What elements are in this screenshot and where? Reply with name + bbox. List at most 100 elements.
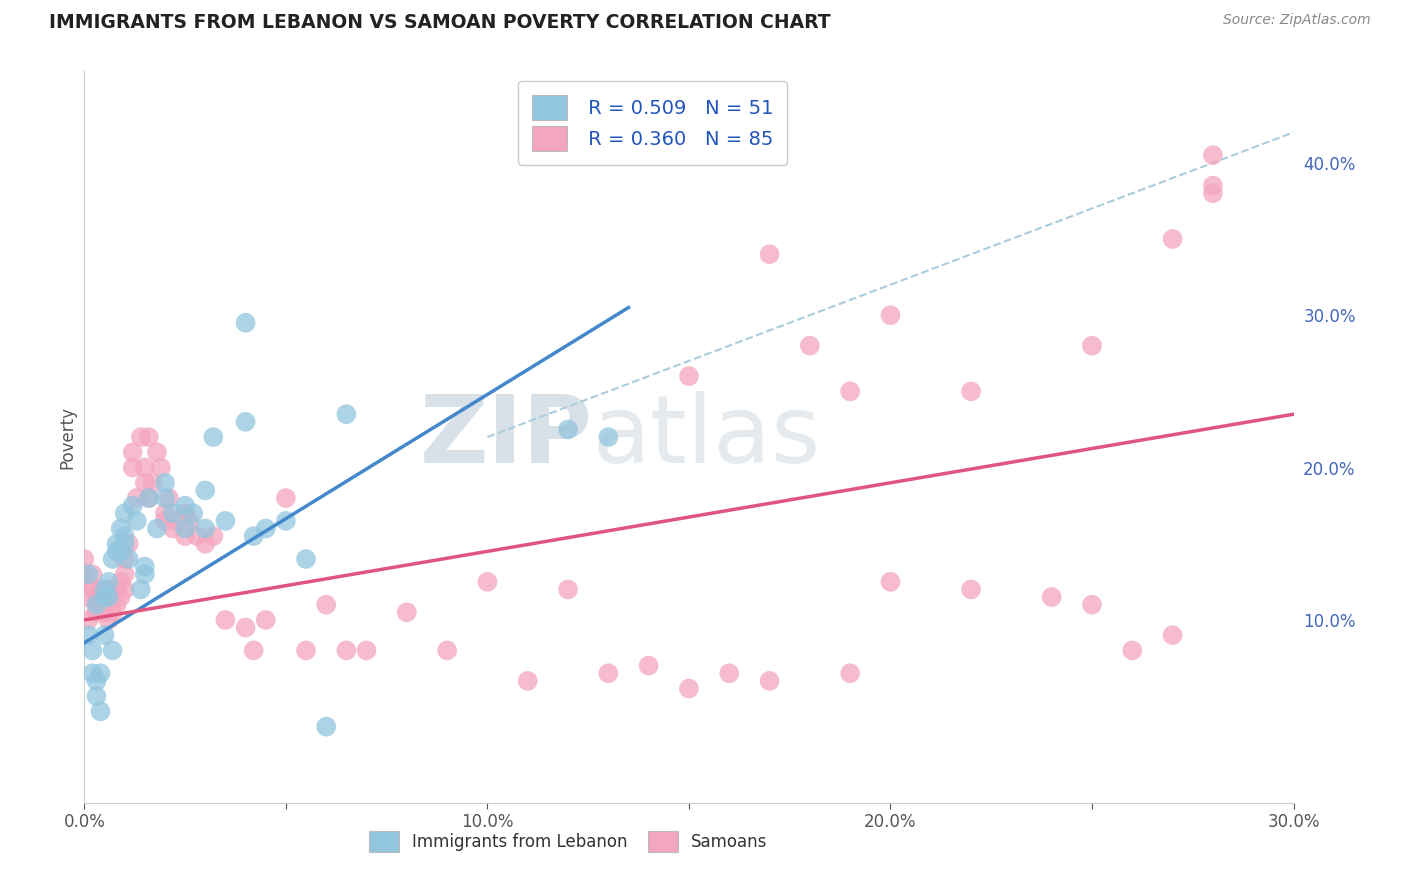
Point: [162, 506, 184, 520]
Point: [138, 491, 160, 505]
Text: Source: ZipAtlas.com: Source: ZipAtlas.com: [1223, 13, 1371, 28]
Point: [89, 582, 111, 597]
Point: [516, 673, 538, 688]
Point: [1040, 590, 1063, 604]
Point: [77, 574, 100, 589]
Point: [162, 521, 184, 535]
Point: [960, 582, 983, 597]
Point: [93, 628, 115, 642]
Point: [93, 582, 115, 597]
Point: [93, 590, 115, 604]
Point: [101, 643, 124, 657]
Point: [214, 613, 236, 627]
Point: [82, 567, 104, 582]
Point: [110, 590, 132, 604]
Point: [110, 521, 132, 535]
Point: [839, 666, 862, 681]
Point: [758, 673, 780, 688]
Point: [477, 574, 499, 589]
Point: [960, 384, 983, 399]
Point: [89, 666, 111, 681]
Point: [214, 514, 236, 528]
Point: [557, 582, 579, 597]
Point: [142, 475, 165, 490]
Point: [105, 544, 128, 558]
Point: [134, 460, 156, 475]
Point: [114, 552, 136, 566]
Point: [557, 422, 579, 436]
Point: [879, 308, 901, 322]
Point: [678, 681, 700, 696]
Point: [129, 430, 152, 444]
Point: [166, 514, 188, 528]
Point: [77, 567, 100, 582]
Point: [186, 529, 208, 543]
Point: [97, 613, 120, 627]
Point: [598, 666, 620, 681]
Point: [335, 643, 357, 657]
Text: ZIP: ZIP: [419, 391, 592, 483]
Point: [202, 430, 225, 444]
Point: [153, 475, 176, 490]
Point: [110, 574, 132, 589]
Point: [93, 605, 115, 619]
Point: [799, 338, 821, 352]
Point: [118, 552, 141, 566]
Point: [254, 613, 277, 627]
Point: [1202, 178, 1225, 193]
Point: [678, 369, 700, 384]
Point: [97, 590, 120, 604]
Point: [77, 613, 100, 627]
Point: [134, 475, 156, 490]
Point: [134, 567, 156, 582]
Point: [73, 552, 96, 566]
Point: [101, 605, 124, 619]
Point: [82, 643, 104, 657]
Point: [101, 552, 124, 566]
Point: [86, 689, 108, 703]
Point: [134, 559, 156, 574]
Point: [114, 582, 136, 597]
Point: [758, 247, 780, 261]
Point: [89, 705, 111, 719]
Point: [235, 621, 257, 635]
Legend: Immigrants from Lebanon, Samoans: Immigrants from Lebanon, Samoans: [360, 822, 776, 860]
Point: [242, 643, 264, 657]
Point: [174, 499, 197, 513]
Point: [1121, 643, 1143, 657]
Point: [146, 445, 169, 459]
Point: [1081, 338, 1104, 352]
Point: [879, 574, 901, 589]
Point: [97, 582, 120, 597]
Point: [73, 590, 96, 604]
Point: [114, 529, 136, 543]
Point: [637, 658, 659, 673]
Point: [121, 499, 143, 513]
Point: [194, 537, 217, 551]
Point: [149, 460, 172, 475]
Point: [110, 544, 132, 558]
Point: [125, 491, 148, 505]
Point: [235, 316, 257, 330]
Point: [101, 590, 124, 604]
Point: [157, 491, 180, 505]
Point: [356, 643, 378, 657]
Y-axis label: Poverty: Poverty: [58, 406, 76, 468]
Point: [598, 430, 620, 444]
Point: [181, 506, 204, 520]
Point: [86, 590, 108, 604]
Point: [125, 514, 148, 528]
Point: [97, 574, 120, 589]
Point: [86, 673, 108, 688]
Point: [1202, 186, 1225, 201]
Point: [295, 552, 318, 566]
Point: [254, 521, 277, 535]
Point: [242, 529, 264, 543]
Point: [274, 514, 297, 528]
Point: [1202, 148, 1225, 162]
Point: [121, 460, 143, 475]
Point: [395, 605, 418, 619]
Point: [153, 514, 176, 528]
Point: [335, 407, 357, 421]
Point: [138, 430, 160, 444]
